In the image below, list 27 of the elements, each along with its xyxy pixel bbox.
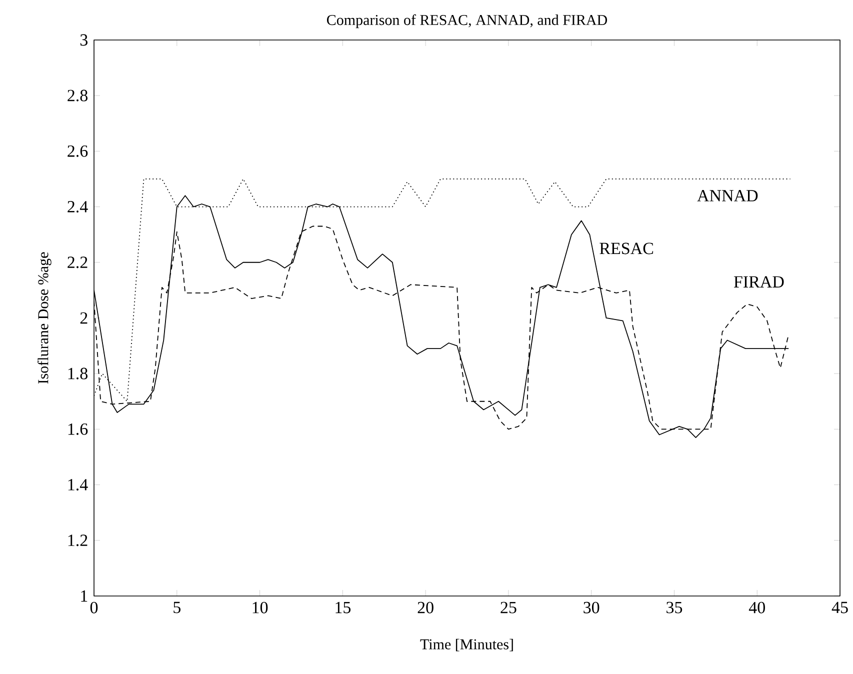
y-tick-label: 1.4 — [68, 479, 88, 491]
y-tick-label: 1.6 — [68, 423, 88, 435]
series-label: RESAC — [600, 242, 654, 254]
x-tick-label: 10 — [252, 602, 268, 614]
x-tick-label: 40 — [748, 602, 765, 614]
x-tick-label: 0 — [90, 602, 98, 614]
y-tick-label: 2.2 — [68, 256, 88, 268]
series-label: ANNAD — [697, 190, 758, 202]
x-tick-label: 35 — [666, 602, 682, 614]
x-tick-label: 20 — [418, 602, 434, 614]
x-tick-label: 45 — [832, 602, 848, 614]
y-tick-label: 1 — [81, 590, 88, 602]
y-tick-label: 1.8 — [68, 368, 88, 380]
series-label: FIRAD — [734, 276, 784, 288]
x-tick-label: 15 — [336, 602, 351, 614]
y-tick-label: 1.2 — [68, 534, 88, 546]
x-tick-label: 25 — [500, 602, 516, 614]
y-tick-label: 2.4 — [68, 201, 88, 213]
y-tick-label: 2.8 — [68, 90, 88, 102]
y-tick-label: 3 — [80, 34, 88, 46]
y-tick-label: 2.6 — [68, 145, 88, 157]
y-axis-title: Isoflurane Dose %age — [38, 252, 52, 384]
chart-title: Comparison of RESAC, ANNAD, and FIRAD — [326, 14, 608, 28]
x-tick-label: 30 — [584, 602, 600, 614]
x-axis-title: Time [Minutes] — [420, 638, 513, 652]
y-tick-label: 2 — [80, 312, 88, 324]
x-tick-label: 5 — [174, 602, 180, 614]
